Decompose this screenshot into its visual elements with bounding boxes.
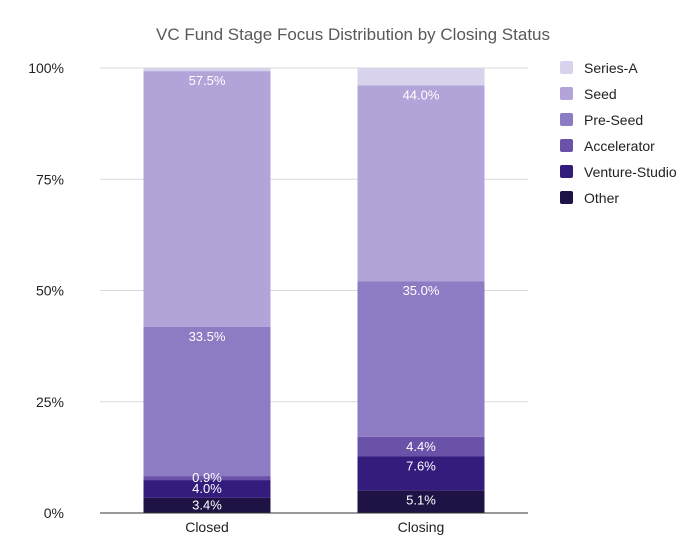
data-label: 57.5% (189, 73, 226, 88)
bar-segment (357, 281, 485, 437)
data-label: 0.9% (192, 470, 222, 485)
bar-segment (357, 490, 485, 513)
y-tick-label: 25% (36, 394, 64, 410)
bar-segment (143, 326, 271, 477)
bar-segment (143, 476, 271, 481)
legend-label: Pre-Seed (584, 112, 643, 128)
legend-label: Accelerator (584, 138, 655, 154)
legend-swatch (560, 87, 573, 100)
x-axis-categories: Closed Closing (185, 519, 444, 535)
legend-label: Series-A (584, 60, 638, 76)
legend-item: Seed (560, 86, 617, 102)
chart-title: VC Fund Stage Focus Distribution by Clos… (156, 25, 550, 44)
data-label: 4.0% (192, 481, 222, 496)
x-tick-label: Closed (185, 519, 229, 535)
legend-item: Pre-Seed (560, 112, 643, 128)
bar-segment (143, 480, 271, 498)
legend-swatch (560, 191, 573, 204)
legend: Series-A Seed Pre-Seed Accelerator Venture-S… (560, 60, 677, 206)
legend-label: Seed (584, 86, 617, 102)
data-label: 5.1% (406, 492, 436, 507)
legend-swatch (560, 165, 573, 178)
bar-segment (143, 497, 271, 513)
bars (143, 68, 485, 513)
bar-segment (143, 71, 271, 327)
legend-swatch (560, 113, 573, 126)
y-tick-label: 0% (44, 505, 64, 521)
bar-segment (143, 68, 271, 72)
segment-labels: 3.4%4.0%0.9% 33.5% 57.5% 5.1% 7.6% 4.4% 35.0% 4… (189, 73, 440, 512)
bar-segment (357, 456, 485, 491)
bar-segment (357, 68, 485, 86)
y-axis-ticks: 0% 25% 50% 75% 100% (28, 60, 64, 521)
x-tick-label: Closing (398, 519, 445, 535)
data-label: 33.5% (189, 329, 226, 344)
legend-item: Venture-Studio (560, 164, 677, 180)
y-tick-label: 75% (36, 171, 64, 187)
data-label: 44.0% (403, 87, 440, 102)
data-label: 4.4% (406, 439, 436, 454)
legend-item: Other (560, 190, 619, 206)
bar-segment (357, 436, 485, 457)
data-label: 35.0% (403, 283, 440, 298)
y-tick-label: 100% (28, 60, 64, 76)
data-label: 3.4% (192, 497, 222, 512)
legend-swatch (560, 139, 573, 152)
data-label: 7.6% (406, 458, 436, 473)
legend-item: Series-A (560, 60, 638, 76)
y-tick-label: 50% (36, 283, 64, 299)
legend-label: Venture-Studio (584, 164, 677, 180)
bar-segment (357, 85, 485, 282)
legend-label: Other (584, 190, 619, 206)
legend-item: Accelerator (560, 138, 655, 154)
legend-swatch (560, 61, 573, 74)
